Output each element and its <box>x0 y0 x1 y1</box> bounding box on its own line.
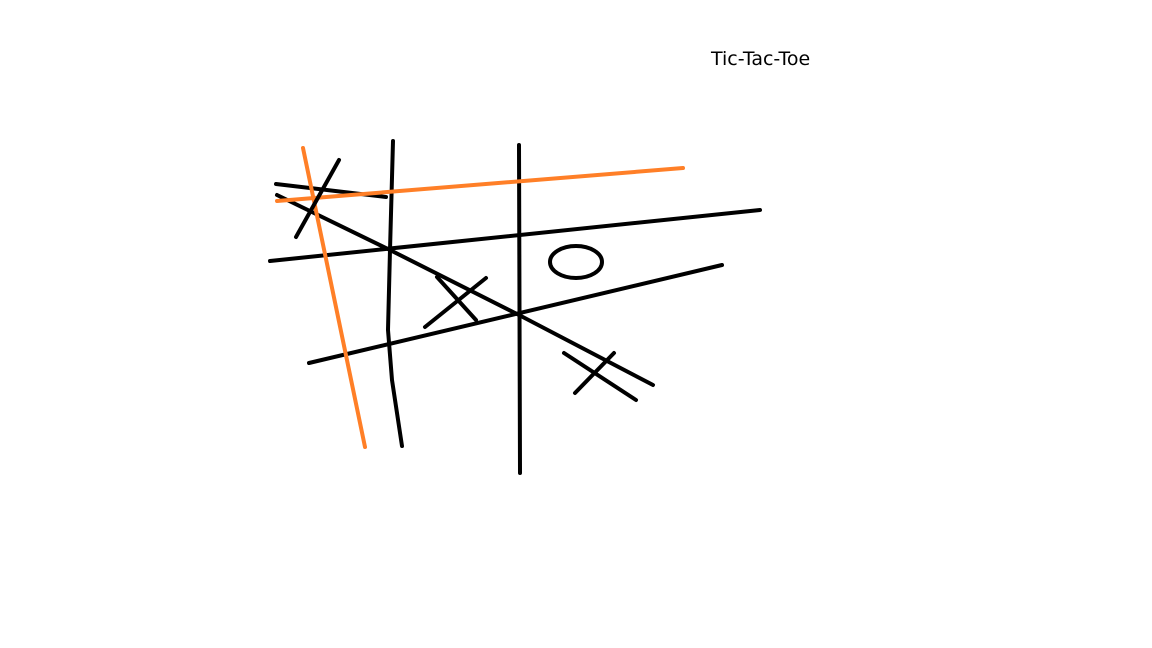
grid-vertical-left <box>385 139 404 448</box>
x-mark-bottom-right <box>562 351 638 402</box>
x-mark-center <box>423 275 488 329</box>
grid-horizontal-upper <box>268 208 762 263</box>
o-mark <box>548 244 604 280</box>
x-mark-top-left <box>294 158 341 239</box>
canvas-title: Tic-Tac-Toe <box>711 48 811 70</box>
highlight-lines <box>275 146 685 449</box>
orange-horizontal-line <box>275 166 685 203</box>
diagonal-win-line <box>275 193 655 387</box>
orange-vertical-line <box>301 146 367 449</box>
grid-vertical-right <box>517 143 522 475</box>
grid-lines <box>268 139 762 475</box>
